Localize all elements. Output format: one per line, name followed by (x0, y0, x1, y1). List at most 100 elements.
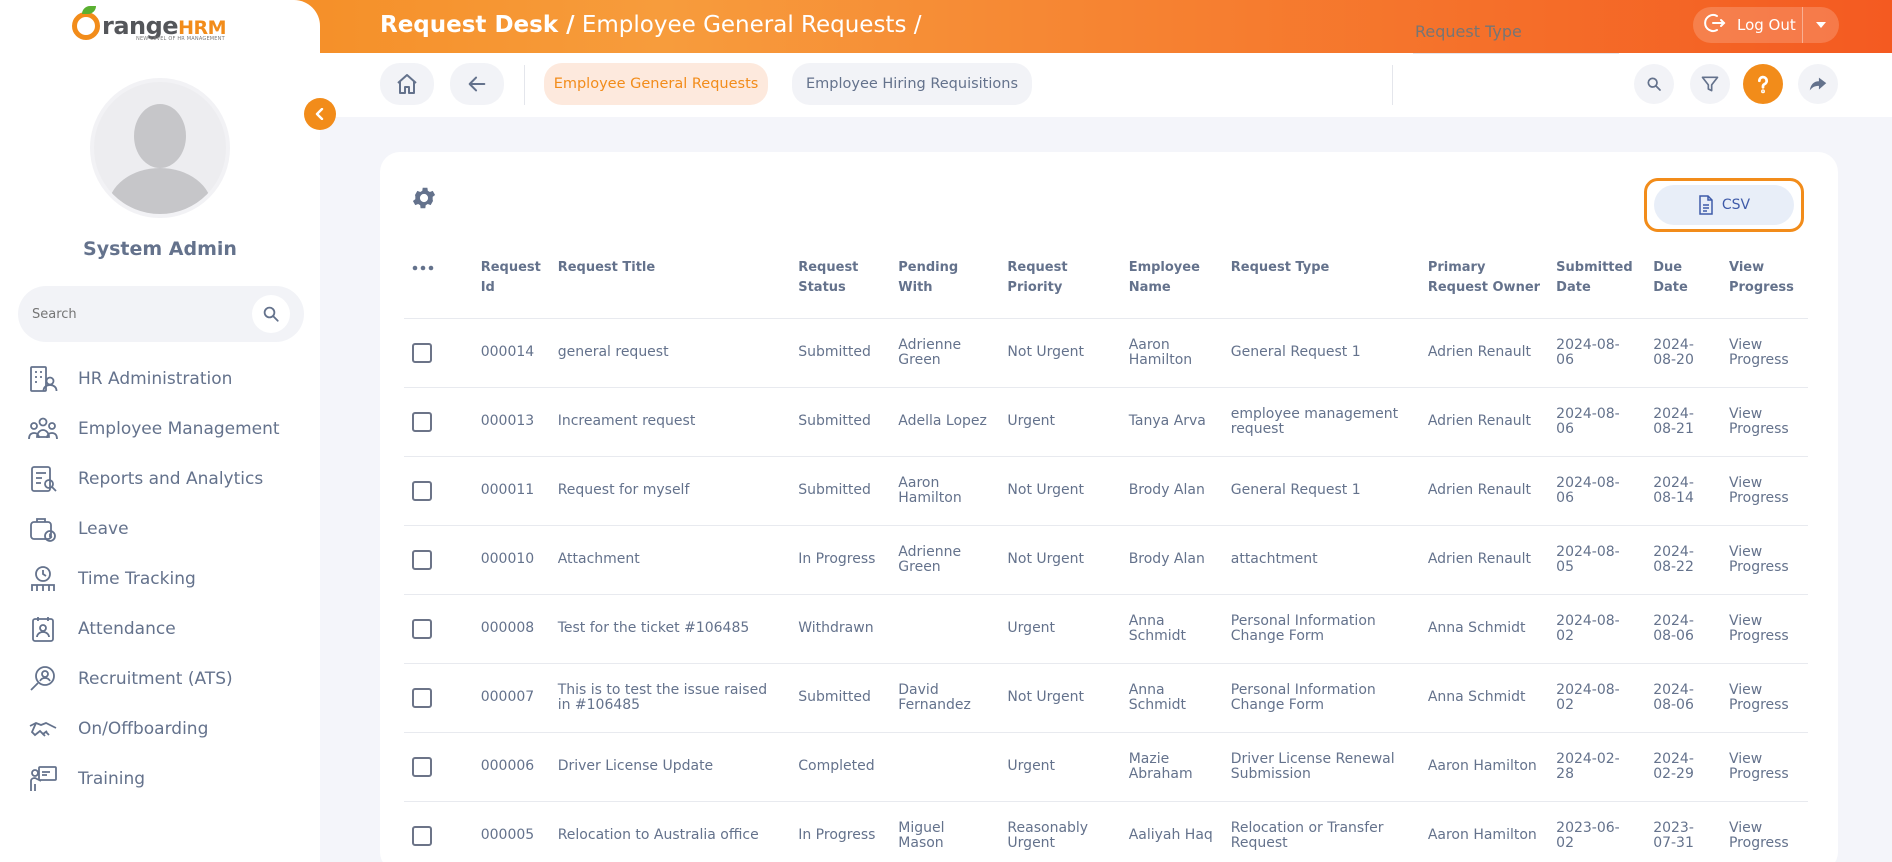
sidebar-collapse-button[interactable] (304, 98, 336, 130)
table-row[interactable]: 000014 general request Submitted Adrienne G… (404, 318, 1808, 388)
search-button[interactable] (1634, 64, 1674, 104)
sidebar-item-training[interactable]: Training (26, 754, 316, 804)
employee-name: Aaron Hamilton (1120, 318, 1223, 388)
home-button[interactable] (380, 63, 434, 105)
logout-button[interactable]: Log Out (1693, 7, 1803, 43)
employee-name: Aaliyah Haq (1120, 801, 1223, 862)
sidebar-item-onboarding[interactable]: On/Offboarding (26, 704, 316, 754)
view-progress-link[interactable]: View Progress (1720, 456, 1808, 526)
request-priority: Not Urgent (999, 663, 1121, 733)
column-header[interactable]: Request Title (549, 250, 791, 319)
table-row[interactable]: 000011 Request for myself Submitted Aaron H… (404, 456, 1808, 526)
sidebar-item-reports-and-analytics[interactable]: Reports and Analytics (26, 454, 316, 504)
submitted-date: 2024-08-02 (1548, 594, 1646, 664)
view-progress-link[interactable]: View Progress (1720, 318, 1808, 388)
column-header[interactable]: Request Status (790, 250, 891, 319)
column-header[interactable]: Employee Name (1120, 250, 1223, 319)
column-header[interactable]: Request Type (1222, 250, 1420, 319)
logout-dropdown-button[interactable] (1803, 7, 1839, 43)
row-checkbox[interactable] (412, 618, 432, 639)
due-date: 2024-08-06 (1645, 663, 1721, 733)
column-header[interactable]: View Progress (1720, 250, 1808, 319)
table-row[interactable]: 000013 Increament request Submitted Adella … (404, 387, 1808, 457)
request-owner: Adrien Renault (1419, 318, 1549, 388)
table-row[interactable]: 000008 Test for the ticket #106485 Withdra… (404, 594, 1808, 664)
row-checkbox[interactable] (412, 756, 432, 777)
share-arrow-icon (1809, 77, 1827, 91)
tab-employee-hiring-requisitions[interactable]: Employee Hiring Requisitions (792, 63, 1032, 105)
row-checkbox[interactable] (412, 549, 432, 570)
request-owner: Aaron Hamilton (1419, 732, 1549, 802)
request-priority: Urgent (999, 594, 1121, 664)
sidebar-item-time-tracking[interactable]: Time Tracking (26, 554, 316, 604)
sidebar-item-recruitment[interactable]: Recruitment (ATS) (26, 654, 316, 704)
sidebar-item-attendance[interactable]: Attendance (26, 604, 316, 654)
logout-label: Log Out (1737, 16, 1796, 34)
request-title: Driver License Update (549, 732, 791, 802)
help-button[interactable] (1743, 64, 1783, 104)
share-button[interactable] (1798, 64, 1838, 104)
table-row[interactable]: 000005 Relocation to Australia office In P… (404, 801, 1808, 862)
tab-employee-general-requests[interactable]: Employee General Requests (544, 63, 768, 105)
sidebar-item-leave[interactable]: Leave (26, 504, 316, 554)
row-checkbox[interactable] (412, 687, 432, 708)
breadcrumb-root[interactable]: Request Desk / (380, 12, 575, 38)
sidebar-item-employee-management[interactable]: Employee Management (26, 404, 316, 454)
column-header[interactable]: Primary Request Owner (1419, 250, 1549, 319)
request-type: General Request 1 (1222, 318, 1420, 388)
pending-with (890, 732, 1000, 802)
sidebar-search-input[interactable] (32, 306, 252, 322)
pending-with: Aaron Hamilton (890, 456, 1000, 526)
avatar[interactable] (90, 78, 230, 218)
view-progress-link[interactable]: View Progress (1720, 387, 1808, 457)
table-row[interactable]: 000007 This is to test the issue raised i… (404, 663, 1808, 733)
request-title: Test for the ticket #106485 (549, 594, 791, 664)
row-checkbox[interactable] (412, 480, 432, 501)
submitted-date: 2023-06-02 (1548, 801, 1646, 862)
pending-with: David Fernandez (890, 663, 1000, 733)
column-header[interactable]: Submitted Date (1548, 250, 1646, 319)
request-type-input[interactable] (1413, 10, 1619, 54)
view-progress-link[interactable]: View Progress (1720, 594, 1808, 664)
due-date: 2024-08-22 (1645, 525, 1721, 595)
view-progress-link[interactable]: View Progress (1720, 801, 1808, 862)
column-header[interactable]: Pending With (890, 250, 1000, 319)
column-header[interactable]: Request Id (472, 250, 550, 319)
request-type: employee management request (1222, 387, 1420, 457)
hr-administration-icon (26, 362, 60, 396)
sidebar-menu: HR Administration Employee Management Re… (26, 354, 316, 804)
column-header[interactable]: Due Date (1645, 250, 1721, 319)
sidebar-item-hr-administration[interactable]: HR Administration (26, 354, 316, 404)
pending-with: Adella Lopez (890, 387, 1000, 457)
request-title: Request for myself (549, 456, 791, 526)
row-checkbox[interactable] (412, 342, 432, 363)
gear-icon[interactable] (410, 184, 438, 216)
row-checkbox-cell (404, 801, 473, 862)
table-row[interactable]: 000010 Attachment In Progress Adrienne Gree… (404, 525, 1808, 595)
request-id: 000008 (472, 594, 550, 664)
back-button[interactable] (450, 63, 504, 105)
request-status: Submitted (790, 663, 891, 733)
view-progress-link[interactable]: View Progress (1720, 663, 1808, 733)
csv-export-button[interactable]: CSV (1654, 185, 1794, 225)
pending-with: Adrienne Green (890, 318, 1000, 388)
search-icon[interactable] (252, 295, 290, 333)
request-type: attachtment (1222, 525, 1420, 595)
toolbar: Employee General Requests Employee Hirin… (320, 53, 1892, 117)
request-priority: Not Urgent (999, 525, 1121, 595)
csv-highlight: CSV (1644, 178, 1804, 232)
request-type: General Request 1 (1222, 456, 1420, 526)
table-row[interactable]: 000006 Driver License Update Completed Urge… (404, 732, 1808, 802)
view-progress-link[interactable]: View Progress (1720, 525, 1808, 595)
submitted-date: 2024-08-02 (1548, 663, 1646, 733)
row-options-header[interactable] (404, 250, 473, 319)
employee-name: Mazie Abraham (1120, 732, 1223, 802)
view-progress-link[interactable]: View Progress (1720, 732, 1808, 802)
column-header[interactable]: Request Priority (999, 250, 1121, 319)
submitted-date: 2024-08-06 (1548, 318, 1646, 388)
employee-name: Brody Alan (1120, 525, 1223, 595)
row-checkbox[interactable] (412, 825, 432, 846)
row-checkbox[interactable] (412, 411, 432, 432)
filter-button[interactable] (1690, 64, 1730, 104)
request-id: 000005 (472, 801, 550, 862)
